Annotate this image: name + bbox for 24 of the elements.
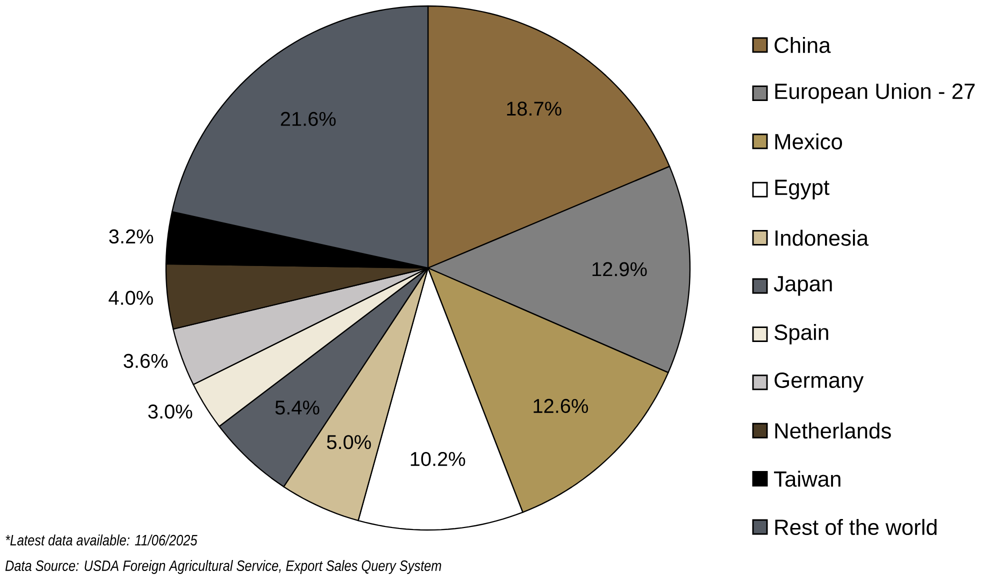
legend-label: Netherlands bbox=[775, 422, 891, 439]
data-label: 3.0% bbox=[148, 404, 192, 419]
data-label: 21.6% bbox=[280, 112, 336, 126]
legend-label: Spain bbox=[774, 324, 828, 344]
legend-label: Indonesia bbox=[776, 230, 869, 246]
legend-label: Mexico bbox=[775, 133, 842, 150]
data-label: 12.9% bbox=[592, 262, 647, 276]
legend-label: Germany bbox=[774, 372, 864, 392]
data-label: 3.2% bbox=[109, 229, 154, 244]
data-label: 10.2% bbox=[410, 452, 466, 466]
legend-label: Egypt bbox=[775, 180, 830, 200]
legend-label: Rest of the world bbox=[775, 518, 937, 536]
data-label: 3.6% bbox=[124, 354, 168, 368]
legend-label: Taiwan bbox=[774, 470, 840, 487]
legend-label: Japan bbox=[774, 276, 832, 296]
legend-label: China bbox=[774, 36, 831, 54]
text: *Latest data available: 11/06/2025 bbox=[6, 534, 198, 546]
data-label: 18.7% bbox=[507, 102, 562, 116]
data-label: 12.6% bbox=[534, 398, 588, 414]
legend-label: European Union - 27 bbox=[775, 82, 975, 104]
source-note: Data Source: USDA Foreign Agricultural Service, Export Sales Query System bbox=[5, 560, 442, 574]
data-label: 4.0% bbox=[108, 290, 153, 305]
data-label: 5.0% bbox=[326, 435, 371, 450]
data-label: 5.4% bbox=[275, 400, 320, 415]
